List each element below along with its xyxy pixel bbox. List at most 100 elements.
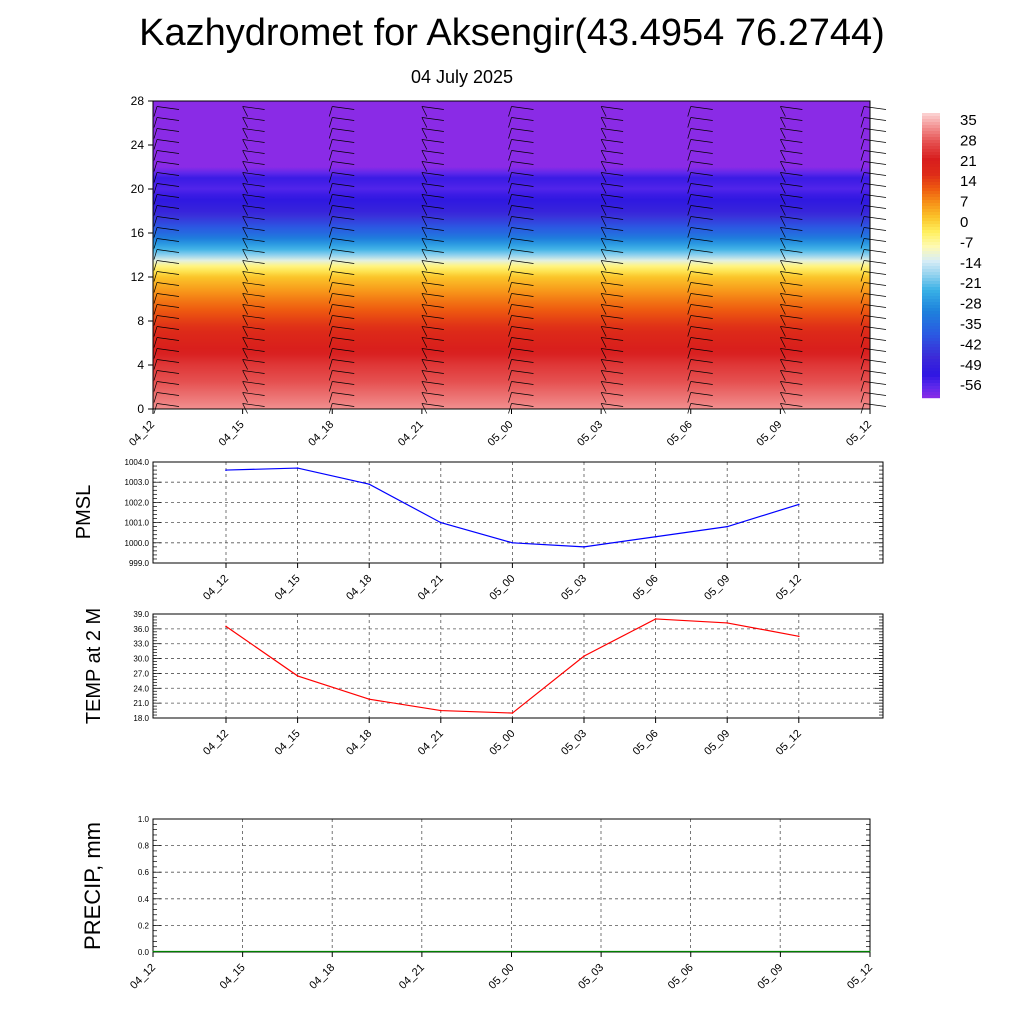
wind-barb-flag (511, 183, 534, 187)
wind-barb-staff (600, 117, 607, 128)
y-tick-label: 33.0 (133, 640, 149, 649)
wind-barb-flag (156, 260, 180, 264)
colorbar-swatch (922, 236, 940, 240)
wind-barb-flag (780, 205, 803, 209)
wind-barb-staff (242, 293, 248, 304)
wind-barb-staff (687, 282, 692, 293)
wind-barb-staff (242, 117, 248, 128)
wind-barb-staff (860, 392, 865, 403)
wind-barb-staff (508, 117, 512, 128)
wind-barb-staff (242, 139, 248, 150)
wind-barb-staff (153, 183, 158, 194)
x-tick-label: 05_03 (576, 962, 606, 992)
wind-barb-flag (332, 348, 355, 352)
wind-barb-staff (780, 392, 786, 403)
wind-barb-staff (328, 293, 333, 304)
wind-barb-staff (860, 249, 865, 260)
temp2m-data-point (654, 618, 657, 620)
wind-barb-flag (421, 326, 444, 330)
wind-barb-staff (860, 315, 865, 326)
wind-barb-staff (508, 337, 512, 348)
pmsl-data-point (583, 546, 585, 548)
wind-barb-flag (863, 183, 887, 187)
wind-barb-staff (328, 205, 333, 216)
wind-barb-staff (860, 205, 865, 216)
wind-barb-staff (860, 172, 865, 183)
wind-barb-flag (780, 370, 803, 374)
wind-barb-staff (153, 370, 158, 381)
wind-barb-staff (242, 161, 248, 172)
wind-barb-staff (153, 260, 158, 271)
wind-barb-staff (328, 106, 333, 117)
wind-barb-staff (242, 337, 248, 348)
wind-barb-staff (421, 392, 428, 403)
wind-barb-flag (601, 315, 624, 319)
wind-barb-flag (242, 359, 265, 363)
wind-barb-staff (328, 304, 333, 315)
wind-barb-flag (690, 216, 713, 220)
wind-barb-staff (600, 183, 607, 194)
wind-barb-flag (332, 150, 355, 154)
colorbar-swatch (922, 233, 940, 237)
colorbar-swatch (922, 293, 940, 297)
colorbar-swatch (922, 188, 940, 192)
wind-barb-flag (511, 293, 534, 297)
x-tick-label: 04_21 (416, 728, 446, 758)
wind-barb-staff (687, 392, 692, 403)
wind-barb-flag (332, 315, 355, 319)
colorbar-swatch (922, 170, 940, 174)
temp2m-panel: 18.0 21.0 24.0 27.0 30.0 33.0 36.0 39.0 04_12 04_… (83, 608, 884, 758)
wind-barb-flag (156, 348, 180, 352)
wind-barb-flag (601, 359, 624, 363)
wind-barb-flag (332, 337, 355, 341)
wind-barb-flag (332, 161, 355, 165)
wind-barb-staff (242, 260, 248, 271)
wind-barb-staff (153, 161, 158, 172)
wind-barb-staff (328, 381, 333, 392)
wind-barb-staff (508, 282, 512, 293)
wind-barb-staff (600, 172, 607, 183)
wind-barb-staff (328, 326, 333, 337)
wind-barb-staff (421, 315, 428, 326)
wind-barb-flag (332, 260, 355, 264)
x-tick-label: 05_03 (559, 728, 589, 758)
wind-barb-flag (332, 139, 355, 143)
wind-barb-flag (780, 282, 803, 286)
wind-barb-staff (421, 370, 428, 381)
precip-data-point (510, 950, 513, 953)
y-tick-label: 36.0 (133, 625, 149, 634)
wind-barb-flag (332, 271, 355, 275)
wind-barb-staff (687, 381, 692, 392)
wind-barb-flag (863, 381, 887, 385)
colorbar-swatch (922, 122, 940, 126)
wind-barb-flag (511, 238, 534, 242)
wind-barb-staff (780, 315, 786, 326)
colorbar-swatch (922, 329, 940, 333)
wind-barb-flag (156, 304, 180, 308)
wind-barb-staff (600, 348, 607, 359)
wind-barb-staff (242, 348, 248, 359)
wind-barb-flag (242, 315, 265, 319)
wind-barb-staff (153, 271, 158, 282)
heatmap-x-tick-label: 04_18 (306, 419, 336, 449)
wind-barb-flag (421, 183, 444, 187)
wind-barb-flag (421, 216, 444, 220)
y-tick-label: 21.0 (133, 699, 149, 708)
wind-barb-staff (508, 150, 512, 161)
wind-barb-flag (863, 326, 887, 330)
wind-barb-flag (690, 183, 713, 187)
colorbar-swatch (922, 383, 940, 387)
wind-barb-flag (421, 150, 444, 154)
y-tick-label: 0.2 (138, 921, 150, 930)
wind-barb-flag (156, 282, 180, 286)
wind-barb-staff (687, 370, 692, 381)
wind-barb-flag (511, 172, 534, 176)
wind-barb-flag (511, 128, 534, 132)
wind-barb-flag (863, 227, 887, 231)
wind-barb-flag (156, 326, 180, 330)
wind-barb-flag (601, 227, 624, 231)
wind-barb-flag (421, 348, 444, 352)
wind-barb-flag (242, 337, 265, 341)
x-tick-label: 04_18 (344, 728, 374, 758)
wind-barb-flag (242, 128, 265, 132)
